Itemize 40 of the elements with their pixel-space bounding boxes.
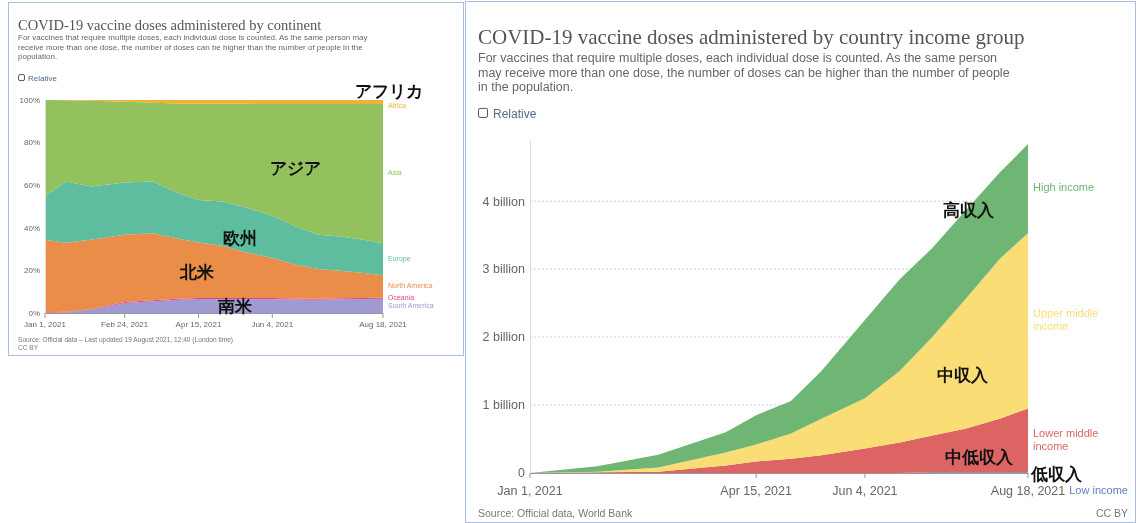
annotation: 北米 — [179, 263, 215, 282]
y-tick-label: 100% — [19, 95, 40, 105]
text: Relative — [493, 107, 537, 121]
x-tick-label: Jan 1, 2021 — [24, 320, 67, 329]
series-label: Upper middle income — [1033, 306, 1099, 333]
x-tick-label: Aug 18, 2021 — [990, 484, 1066, 498]
text: 低収入 — [1030, 465, 1083, 484]
y-tick-label: 1 billion — [482, 398, 526, 413]
chart-subtitle: For vaccines that require multiple doses, each individual dose is counted. As the same person may receive more than one dose, the number of doses can be higher than the number of people in the population. — [18, 33, 368, 62]
annotation: 欧州 — [223, 229, 257, 248]
y-tick-label: 2 billion — [482, 330, 526, 345]
y-tick-label: 80% — [23, 138, 40, 148]
text: Relative — [28, 74, 58, 83]
x-tick-label: Jun 4, 2021 — [832, 484, 898, 498]
text: Low income — [1069, 484, 1128, 497]
y-tick-label: 40% — [23, 223, 40, 233]
annotation: 中低収入 — [945, 448, 1014, 467]
y-tick-label: 4 billion — [482, 194, 526, 209]
source-note: Source: Official data, World Bank — [478, 507, 634, 519]
chart-subtitle: For vaccines that require multiple doses, each individual dose is counted. As the same person may receive more than one dose, the number of doses can be higher than the number of people in the population. — [478, 51, 1010, 94]
x-tick-label: Feb 24, 2021 — [101, 320, 149, 329]
text: CC BY — [1095, 507, 1128, 519]
y-tick-label: 20% — [23, 266, 40, 276]
annotation: アフリカ — [355, 82, 423, 101]
chart-title: COVID-19 vaccine doses administered by country income group — [478, 25, 1025, 49]
y-tick-label: 60% — [23, 181, 40, 190]
series-label: High income — [1033, 181, 1095, 194]
x-tick-label: Aug 18, 2021 — [359, 320, 408, 329]
x-tick-label: Apr 15, 2021 — [720, 484, 792, 498]
y-tick-label: 3 billion — [482, 262, 526, 277]
annotation: アジア — [270, 159, 321, 178]
y-tick-label: 0 — [518, 466, 526, 481]
annotation: 南米 — [217, 297, 253, 316]
x-tick-label: Jun 4, 2021 — [251, 320, 294, 329]
annotation: 中収入 — [937, 366, 989, 385]
chart-title: COVID-19 vaccine doses administered by continent — [18, 17, 322, 33]
x-tick-label: Apr 15, 2021 — [175, 320, 222, 329]
series-label: Lower middle income — [1033, 426, 1099, 452]
y-tick-label: 0% — [28, 308, 40, 318]
x-tick-label: Jan 1, 2021 — [497, 484, 563, 498]
